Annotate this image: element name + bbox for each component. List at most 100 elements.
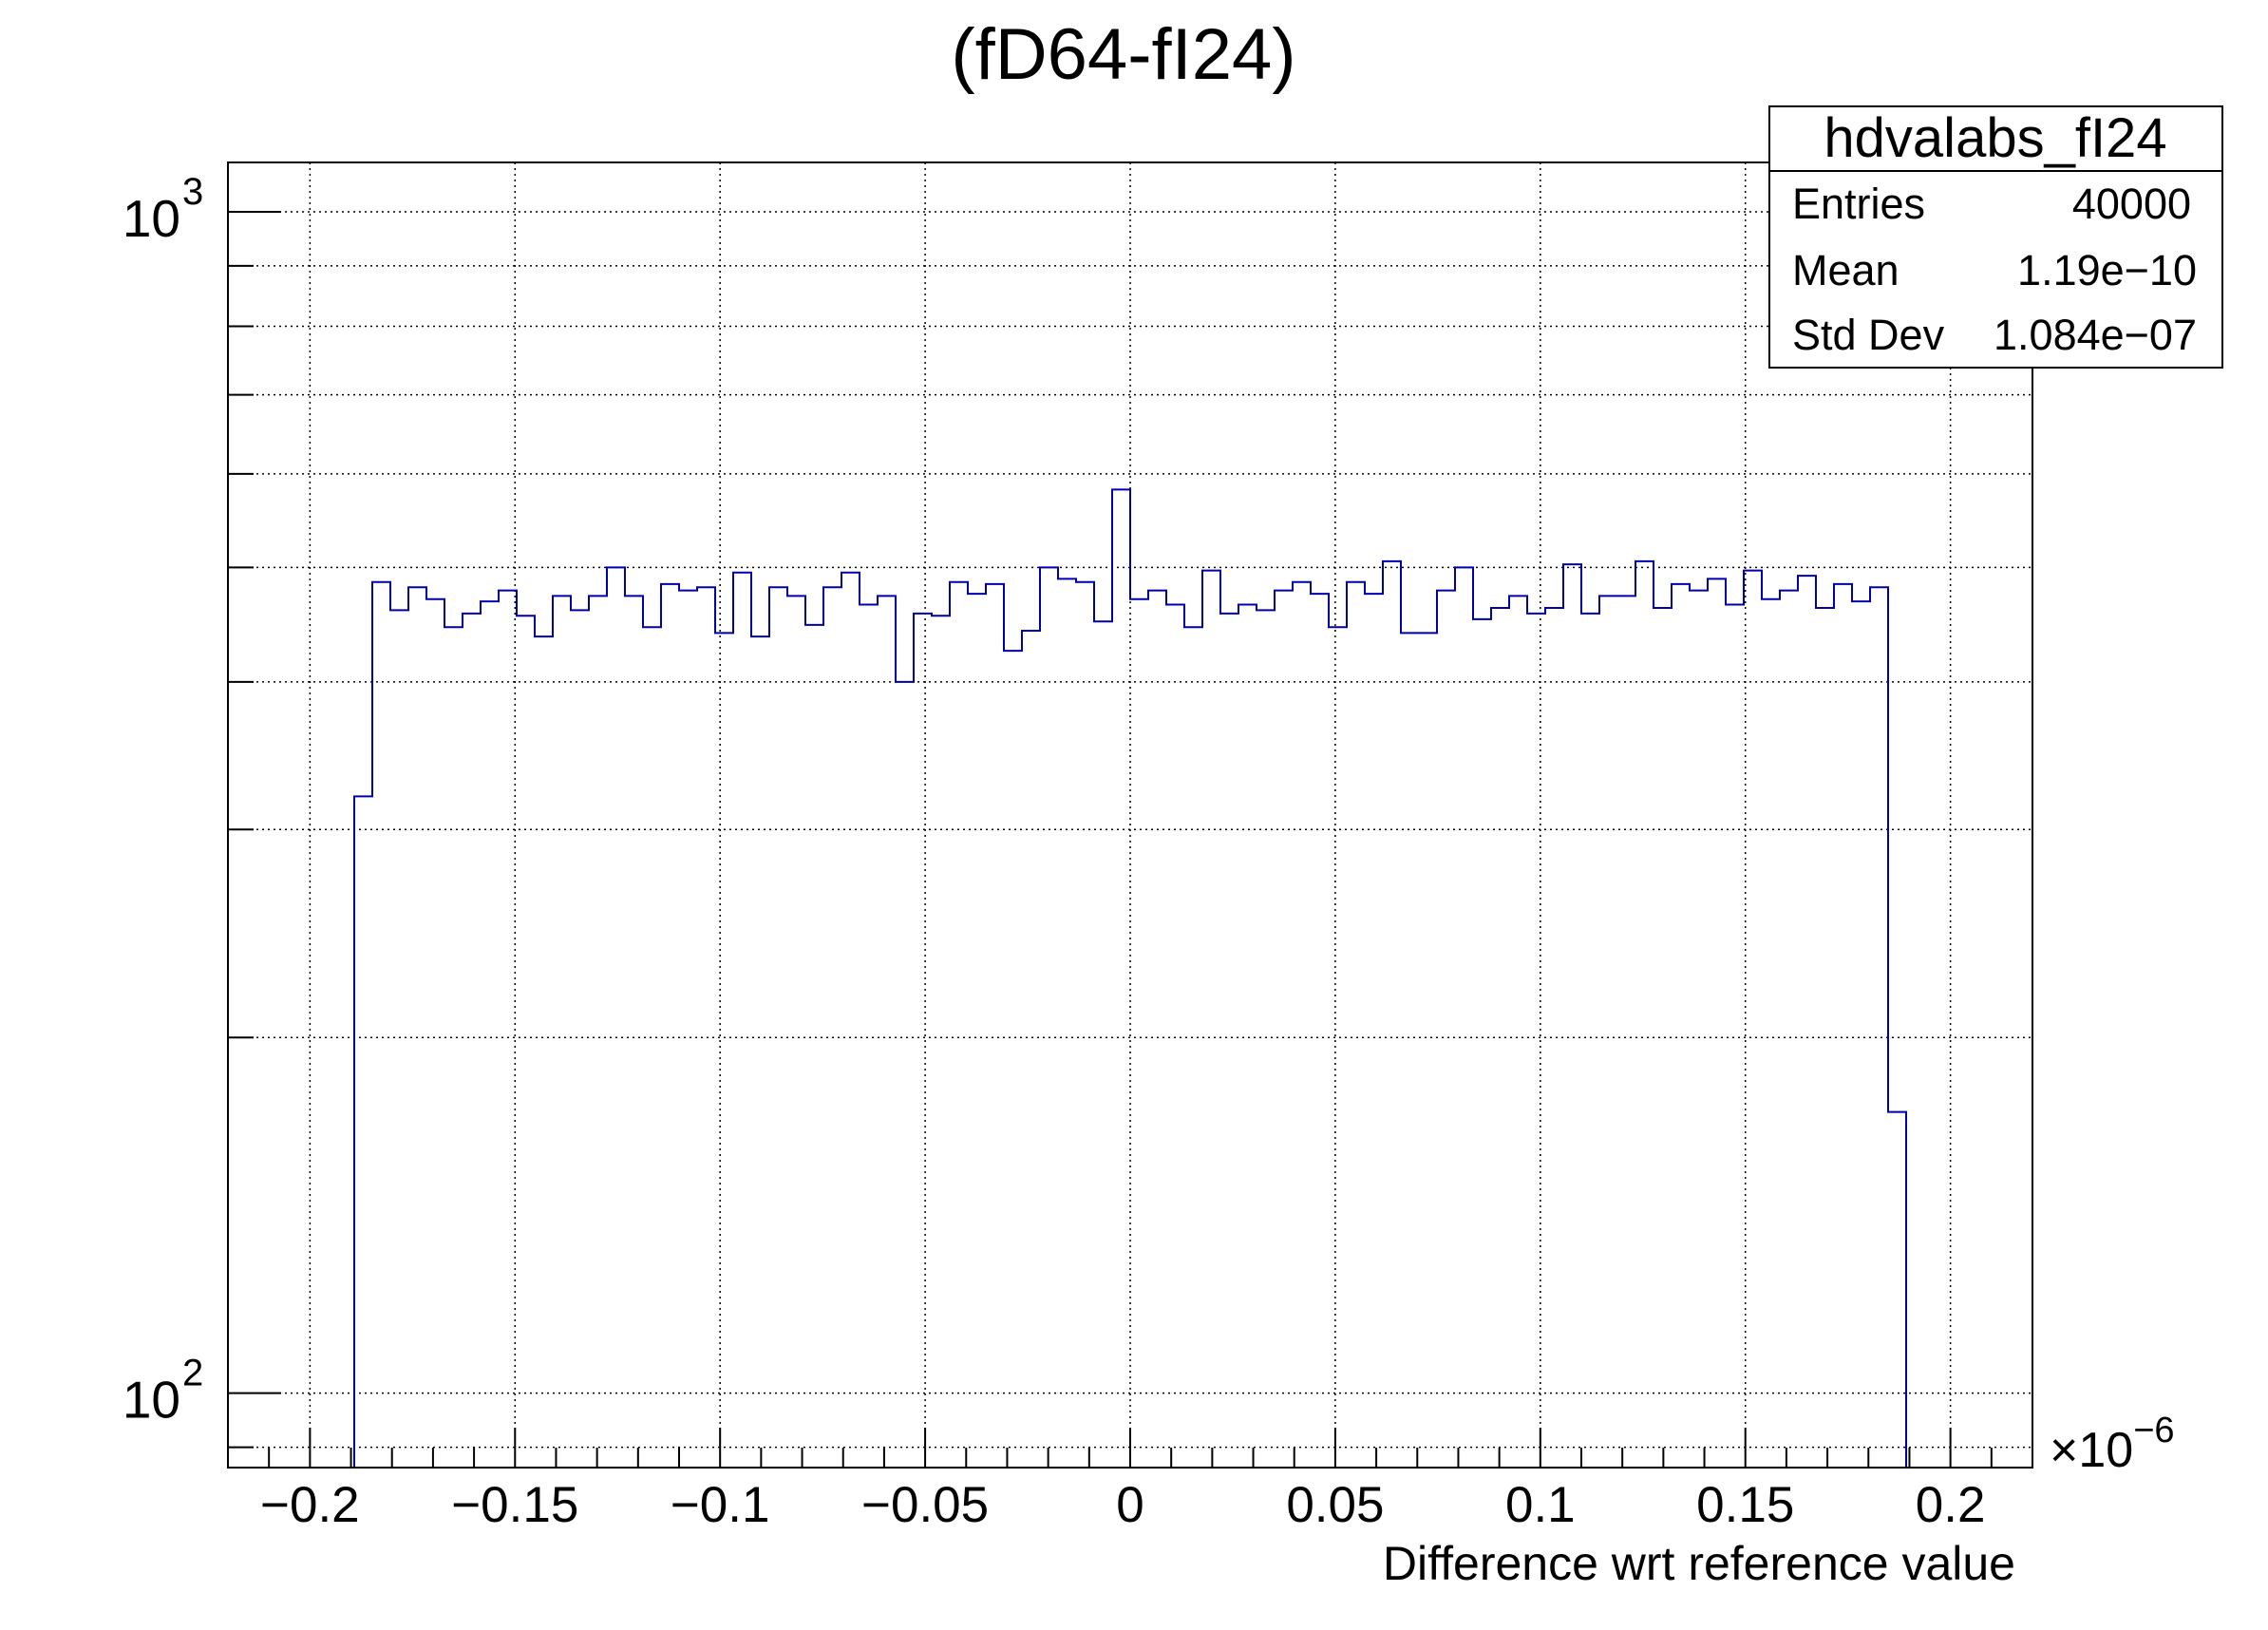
histogram-bin xyxy=(661,584,679,1468)
histogram-bin xyxy=(733,573,751,1468)
histogram-series xyxy=(353,488,1907,1468)
histogram-bin xyxy=(1094,621,1112,1468)
histogram-bin xyxy=(878,596,896,1468)
histogram-bin xyxy=(1130,599,1148,1468)
histogram-bin xyxy=(950,582,968,1468)
histogram-bin xyxy=(499,591,517,1468)
histogram-bin xyxy=(571,610,589,1468)
x-tick-label: 0.1 xyxy=(1505,1477,1576,1533)
histogram-bin xyxy=(1112,489,1130,1468)
histogram-bin xyxy=(1238,605,1257,1468)
histogram-bin xyxy=(1870,587,1888,1468)
histogram-bin xyxy=(444,627,463,1468)
x-tick-label: 0.05 xyxy=(1286,1477,1384,1533)
histogram-bin xyxy=(1527,614,1545,1468)
histogram-bin xyxy=(1617,596,1635,1468)
histogram-bin xyxy=(1834,584,1852,1468)
chart-title: (fD64-fI24) xyxy=(951,14,1295,95)
histogram-bin xyxy=(1058,578,1076,1468)
histogram-bin xyxy=(589,596,607,1468)
histogram-bin xyxy=(1491,608,1509,1468)
histogram-bin xyxy=(1545,608,1563,1468)
histogram-bin xyxy=(1202,571,1220,1468)
x-tick-label: −0.05 xyxy=(861,1477,989,1533)
x-exponent-base: ×10 xyxy=(2050,1423,2133,1478)
histogram-bin xyxy=(517,616,535,1468)
histogram-bin xyxy=(1690,591,1708,1468)
histogram-bin xyxy=(1383,561,1401,1468)
histogram-bin xyxy=(1672,584,1690,1468)
x-tick-label: −0.15 xyxy=(451,1477,578,1533)
histogram-outline xyxy=(353,488,1907,1468)
histogram-bin xyxy=(1311,594,1329,1468)
histogram-bin xyxy=(1166,605,1184,1468)
stats-entries-label: Entries xyxy=(1792,180,1925,228)
histogram-bin xyxy=(841,573,860,1468)
histogram-bin xyxy=(1004,651,1022,1468)
x-tick-label: 0.2 xyxy=(1916,1477,1986,1533)
histogram-bin xyxy=(1437,591,1455,1468)
histogram-bin xyxy=(1780,591,1798,1468)
histogram-bin xyxy=(805,625,823,1468)
stats-mean-value: 1.19e−10 xyxy=(2017,246,2197,294)
histogram-bin xyxy=(607,567,625,1468)
histogram-bin xyxy=(1148,591,1166,1468)
histogram-bin xyxy=(1798,576,1816,1468)
histogram-bin xyxy=(751,636,769,1468)
histogram-bin xyxy=(1329,627,1347,1468)
stats-stddev-label: Std Dev xyxy=(1792,311,1945,359)
stats-entries-value: 40000 xyxy=(2072,180,2191,228)
histogram-bin xyxy=(481,601,499,1468)
axis-ticks xyxy=(227,210,2033,1468)
histogram-bin xyxy=(1365,594,1383,1468)
histogram-bin xyxy=(463,614,481,1468)
y-tick-label: 10 xyxy=(123,189,180,248)
stats-box: hdvalabs_fI24 Entries 40000 Mean 1.19e−1… xyxy=(1768,105,2223,369)
histogram-bin xyxy=(914,614,932,1468)
histogram-bin xyxy=(1473,619,1491,1468)
histogram-bin xyxy=(1347,582,1365,1468)
histogram-bin xyxy=(390,610,408,1468)
stats-stddev-value: 1.084e−07 xyxy=(1994,311,2197,359)
histogram-bin xyxy=(1581,614,1599,1468)
histogram-bin xyxy=(769,587,787,1468)
histogram-bin xyxy=(426,599,444,1468)
x-exponent-power: −6 xyxy=(2133,1411,2174,1450)
histogram-bin xyxy=(896,682,914,1468)
histogram-bin xyxy=(1509,596,1527,1468)
y-tick-label: 10 xyxy=(123,1371,180,1430)
histogram-bin xyxy=(1040,567,1058,1468)
histogram-bin xyxy=(787,596,805,1468)
histogram-bin xyxy=(408,587,426,1468)
histogram-bin xyxy=(1762,599,1780,1468)
stats-box-title: hdvalabs_fI24 xyxy=(1824,107,2166,169)
histogram-bin xyxy=(1635,561,1654,1468)
histogram-bin xyxy=(1708,578,1726,1468)
x-tick-labels: −0.2 −0.15 −0.1 −0.05 0 0.05 0.1 0.15 0.2 xyxy=(260,1477,1985,1533)
histogram-bin xyxy=(1726,605,1744,1468)
histogram-bin xyxy=(625,596,643,1468)
histogram-bin xyxy=(697,587,715,1468)
histogram-bin xyxy=(715,633,733,1468)
histogram-bin xyxy=(1076,582,1094,1468)
histogram-bin xyxy=(1275,591,1293,1468)
histogram-bin xyxy=(968,594,986,1468)
x-tick-label: 0.15 xyxy=(1696,1477,1794,1533)
histogram-bin xyxy=(1744,571,1762,1468)
histogram-bin xyxy=(1022,631,1040,1468)
histogram-bin xyxy=(1220,614,1238,1468)
y-tick-exponent: 2 xyxy=(182,1353,203,1394)
histogram-bin xyxy=(860,605,878,1468)
histogram-bin xyxy=(354,796,372,1468)
x-tick-label: −0.1 xyxy=(671,1477,770,1533)
stats-mean-label: Mean xyxy=(1792,246,1899,294)
histogram-bin xyxy=(1455,567,1473,1468)
histogram-bin xyxy=(553,596,571,1468)
histogram-bin xyxy=(932,616,950,1468)
x-axis-exponent: ×10−6 xyxy=(2050,1411,2175,1478)
histogram-bin xyxy=(823,587,841,1468)
histogram-bin xyxy=(1184,627,1202,1468)
histogram-bin xyxy=(1599,596,1617,1468)
